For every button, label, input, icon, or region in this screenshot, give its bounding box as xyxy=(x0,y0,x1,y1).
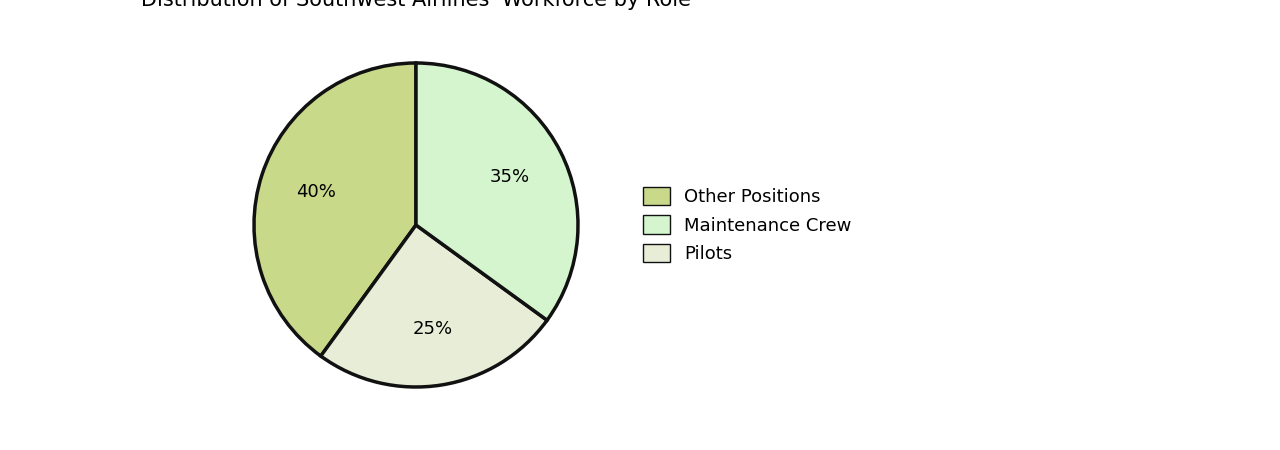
Wedge shape xyxy=(416,63,579,320)
Wedge shape xyxy=(321,225,547,387)
Wedge shape xyxy=(253,63,416,356)
Legend: Other Positions, Maintenance Crew, Pilots: Other Positions, Maintenance Crew, Pilot… xyxy=(636,180,859,270)
Text: 35%: 35% xyxy=(490,168,530,186)
Text: 25%: 25% xyxy=(412,320,453,338)
Title: Distribution of Southwest Airlines' Workforce by Role: Distribution of Southwest Airlines' Work… xyxy=(141,0,691,10)
Text: 40%: 40% xyxy=(296,184,335,202)
